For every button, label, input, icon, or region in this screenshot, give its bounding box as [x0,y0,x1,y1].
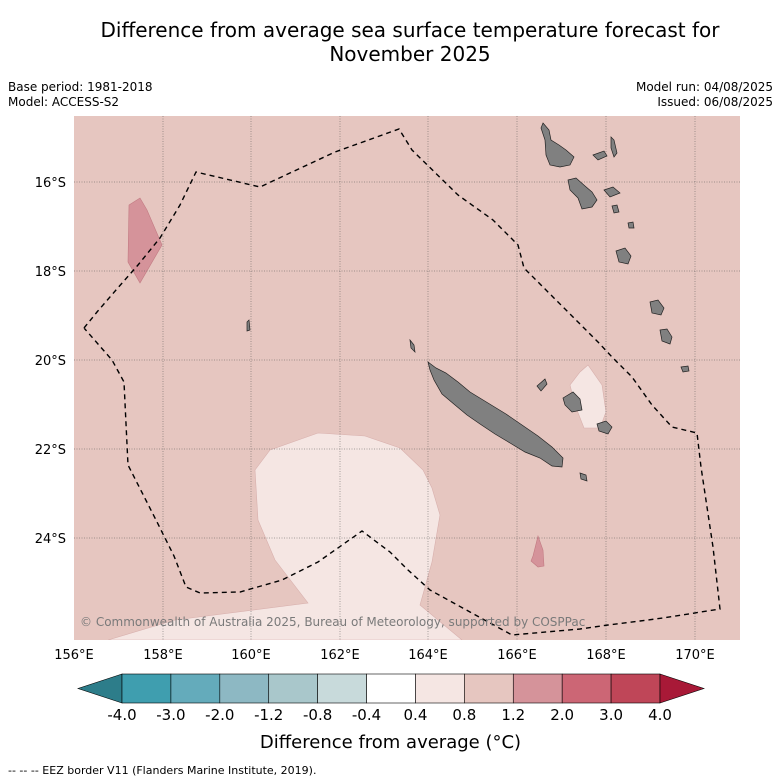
colorbar-tick-label: 1.2 [501,706,525,724]
vanuatu-pentecost [610,136,618,158]
meta-left: Base period: 1981-2018 Model: ACCESS-S2 [8,80,153,110]
lon-label-164e: 164°E [408,648,448,663]
colorbar-tick-label: 2.0 [550,706,574,724]
vanuatu-ambae [592,150,608,161]
warm-anomaly-patch-west [127,197,163,284]
warm-anomaly-patch-south [530,534,545,568]
islet-south [579,472,588,482]
eez-border [83,128,721,636]
vanuatu-malakula [567,177,598,210]
colorbar-tick-label: -2.0 [205,706,234,724]
new-caledonia-island [427,361,564,468]
lon-label-170e: 170°E [675,648,715,663]
copyright-note: © Commonwealth of Australia 2025, Bureau… [80,615,585,629]
vanuatu-ambrym [603,186,621,198]
light-anomaly-region-south [107,432,463,640]
colorbar-label: Difference from average (°C) [259,732,522,753]
colorbar-segment [610,673,661,704]
model-run: Model run: 04/08/2025 [635,80,773,94]
vanuatu-epi [611,204,620,214]
title-line-1: Difference from average sea surface temp… [100,18,720,42]
vanuatu-efate [615,247,632,265]
lon-label-156e: 156°E [54,648,94,663]
lat-label-18s: 18°S [35,265,66,280]
loyalty-island-ouvea [536,378,548,392]
colorbar-segment [464,673,514,704]
gridlines [74,116,740,640]
map-contents: © Commonwealth of Australia 2025, Bureau… [74,116,740,640]
longitude-labels: 156°E 158°E 160°E 162°E 164°E 166°E 168°… [54,648,715,663]
lon-label-166e: 166°E [497,648,537,663]
colorbar-segment [268,673,318,704]
colorbar-segment [366,673,416,704]
vanuatu-shepherd [627,221,635,229]
title-line-2: November 2025 [329,42,491,66]
chart-title: Difference from average sea surface temp… [40,18,780,66]
colorbar: -4.0 -3.0 -2.0 -1.2 -0.8 -0.4 0.4 0.8 1.2 2.0 3.0 4… [77,673,705,724]
colorbar-segment [170,673,221,704]
vanuatu-tanna [659,328,673,345]
model-name: Model: ACCESS-S2 [8,95,120,109]
loyalty-island-lifou [562,391,583,413]
lon-label-158e: 158°E [143,648,183,663]
lon-label-168e: 168°E [586,648,626,663]
latitude-labels: 16°S 18°S 20°S 22°S 24°S [35,176,66,547]
lat-label-16s: 16°S [35,176,66,191]
islet-northwest [409,338,416,353]
colorbar-tick-label: -0.4 [352,706,381,724]
lat-label-22s: 22°S [35,443,66,458]
colorbar-segment [415,673,465,704]
loyalty-island-mare [596,420,613,435]
vanuatu-erromango [649,299,665,316]
colorbar-segment [561,673,612,704]
colorbar-segment [512,673,563,704]
eez-legend-note: -- -- -- EEZ border V11 (Flanders Marine… [8,764,317,777]
colorbar-tick-label: -3.0 [156,706,185,724]
lat-label-20s: 20°S [35,354,66,369]
islet-west-a [246,319,251,332]
colorbar-segments [121,673,661,704]
lon-label-160e: 160°E [231,648,271,663]
lat-label-24s: 24°S [35,532,66,547]
lon-label-162e: 162°E [320,648,360,663]
colorbar-segment [317,673,367,704]
colorbar-tick-label: 4.0 [648,706,672,724]
colorbar-tick-label: 0.8 [452,706,476,724]
colorbar-tick-label: -0.8 [303,706,332,724]
colorbar-under-arrow [77,673,123,704]
issued-date: Issued: 06/08/2025 [657,95,773,109]
colorbar-segment [219,673,270,704]
colorbar-tick-labels: -4.0 -3.0 -2.0 -1.2 -0.8 -0.4 0.4 0.8 1.2 2.0 3.0 4… [107,706,672,724]
colorbar-tick-label: 0.4 [404,706,428,724]
colorbar-tick-label: 3.0 [599,706,623,724]
vanuatu-espiritu-santo [540,122,575,168]
vanuatu-aneityum [680,365,690,373]
colorbar-tick-label: -4.0 [107,706,136,724]
base-period: Base period: 1981-2018 [8,80,153,94]
colorbar-segment [121,673,172,704]
colorbar-tick-label: -1.2 [254,706,283,724]
land-masses [246,122,690,482]
colorbar-over-arrow [659,673,705,704]
meta-right: Model run: 04/08/2025 Issued: 06/08/2025 [636,80,773,110]
